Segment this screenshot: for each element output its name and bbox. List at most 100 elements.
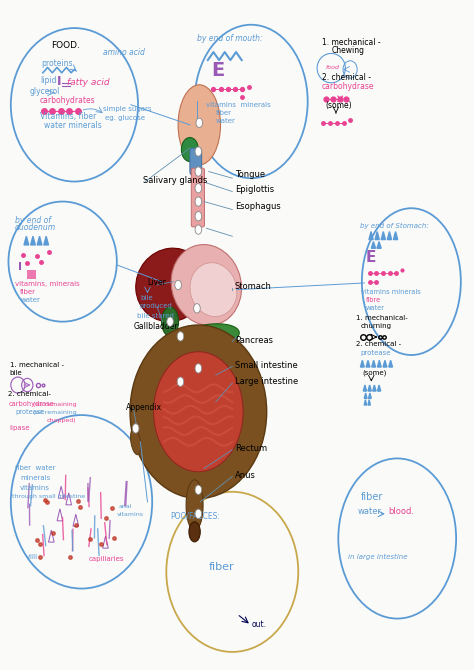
Circle shape [196, 118, 202, 127]
Circle shape [167, 317, 173, 326]
Polygon shape [389, 360, 392, 367]
Polygon shape [368, 393, 371, 399]
Text: lipase: lipase [10, 425, 30, 431]
Text: Appendix: Appendix [126, 403, 163, 411]
Text: carbohydrates: carbohydrates [40, 96, 96, 105]
Text: Anus: Anus [235, 470, 255, 480]
Text: water minerals: water minerals [44, 121, 101, 130]
Text: water: water [20, 297, 40, 304]
Text: I: I [18, 261, 22, 271]
Text: fiber: fiber [209, 562, 234, 572]
Ellipse shape [182, 137, 198, 161]
Polygon shape [31, 237, 36, 245]
Text: produced: produced [139, 304, 172, 310]
Text: capillaries: capillaries [89, 555, 124, 561]
Polygon shape [383, 360, 387, 367]
Text: minerals: minerals [20, 476, 51, 482]
Text: Vitamins, fiber: Vitamins, fiber [40, 113, 96, 121]
Circle shape [132, 423, 139, 433]
Circle shape [177, 377, 184, 387]
Text: villi: villi [26, 553, 38, 559]
Circle shape [195, 225, 201, 234]
Polygon shape [37, 237, 42, 245]
Text: 2. chemical-: 2. chemical- [9, 391, 51, 397]
Text: fatty acid: fatty acid [67, 78, 110, 87]
Ellipse shape [178, 85, 220, 165]
Text: water: water [216, 119, 236, 125]
Text: vitamins  minerals: vitamins minerals [206, 102, 271, 108]
Polygon shape [377, 360, 381, 367]
Text: (all remaining: (all remaining [34, 402, 77, 407]
Text: Esophagus: Esophagus [235, 202, 281, 212]
Text: lipid: lipid [40, 76, 56, 85]
Text: vitamins, minerals: vitamins, minerals [15, 281, 79, 287]
Text: carbohydrase: carbohydrase [9, 401, 54, 407]
Polygon shape [369, 232, 373, 240]
Text: vitamins: vitamins [117, 513, 144, 517]
Ellipse shape [178, 324, 239, 349]
Text: fiber: fiber [216, 111, 232, 117]
Text: churning: churning [360, 324, 392, 330]
Text: out.: out. [252, 620, 267, 629]
Text: bile stored: bile stored [137, 314, 174, 320]
Text: vitamins: vitamins [20, 485, 50, 491]
Polygon shape [377, 385, 381, 391]
Text: fiber  water: fiber water [15, 465, 55, 471]
Polygon shape [372, 360, 375, 367]
Ellipse shape [130, 325, 267, 498]
Circle shape [195, 509, 201, 519]
Text: bile: bile [10, 370, 22, 376]
Ellipse shape [186, 480, 203, 531]
Text: Pancreas: Pancreas [235, 336, 273, 345]
Text: E: E [211, 61, 224, 80]
Text: anal: anal [118, 505, 132, 509]
Text: Large intestine: Large intestine [235, 377, 298, 386]
Text: Rectum: Rectum [235, 444, 267, 453]
Ellipse shape [154, 352, 243, 472]
Text: fibre: fibre [365, 297, 381, 303]
Circle shape [175, 280, 182, 289]
FancyBboxPatch shape [190, 148, 201, 175]
Ellipse shape [171, 245, 242, 326]
Polygon shape [393, 232, 398, 240]
Ellipse shape [190, 263, 237, 316]
Polygon shape [366, 360, 370, 367]
Text: chopped): chopped) [46, 417, 76, 423]
Text: protease: protease [360, 350, 391, 356]
Text: bile: bile [140, 295, 153, 302]
Polygon shape [381, 232, 385, 240]
Text: by end of: by end of [15, 216, 50, 225]
Text: FOOD.: FOOD. [51, 41, 80, 50]
Ellipse shape [189, 522, 200, 542]
Polygon shape [360, 360, 364, 367]
Circle shape [195, 167, 201, 176]
Polygon shape [364, 393, 367, 399]
Polygon shape [377, 242, 381, 249]
Text: duodenum: duodenum [15, 223, 56, 232]
Text: fiber: fiber [20, 289, 36, 295]
Text: through small intestine: through small intestine [12, 494, 85, 499]
Bar [27, 274, 36, 279]
Ellipse shape [130, 429, 141, 455]
Text: I: I [56, 75, 61, 88]
Text: (some): (some) [363, 369, 387, 376]
Text: Salivary glands: Salivary glands [143, 176, 207, 185]
Polygon shape [387, 232, 392, 240]
Text: by end of Stomach:: by end of Stomach: [360, 223, 429, 229]
Text: blood.: blood. [389, 507, 415, 516]
Text: in large intestine: in large intestine [348, 553, 407, 559]
FancyBboxPatch shape [191, 168, 204, 227]
Polygon shape [368, 385, 371, 391]
Text: Chewing: Chewing [331, 46, 364, 56]
Text: Small intestine: Small intestine [235, 360, 297, 370]
Text: (some): (some) [326, 101, 352, 110]
Polygon shape [24, 237, 29, 245]
Circle shape [195, 147, 201, 156]
Ellipse shape [136, 248, 206, 322]
Text: fiber: fiber [360, 492, 383, 502]
Text: food: food [326, 66, 339, 70]
Circle shape [195, 485, 201, 494]
Text: 1. mechanical -: 1. mechanical - [322, 38, 381, 47]
Text: Epiglottis: Epiglottis [235, 185, 274, 194]
Text: proteins: proteins [41, 59, 73, 68]
